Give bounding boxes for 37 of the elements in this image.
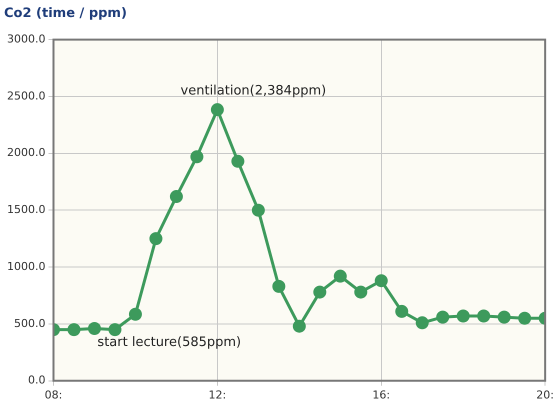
point bbox=[67, 323, 80, 336]
point bbox=[518, 312, 532, 325]
x-tick-label: 12: bbox=[208, 388, 226, 402]
annotation: ventilation(2,384ppm) bbox=[180, 84, 326, 99]
y-tick-label: 1500.0 bbox=[6, 203, 46, 216]
y-tick-label: 0.0 bbox=[28, 374, 46, 387]
x-tick-label: 20: bbox=[536, 388, 554, 402]
point bbox=[190, 150, 204, 164]
point bbox=[292, 320, 306, 333]
point bbox=[272, 280, 286, 293]
point bbox=[149, 232, 162, 246]
y-tick-label: 3000.0 bbox=[6, 32, 46, 46]
point bbox=[456, 309, 470, 322]
point bbox=[313, 286, 326, 299]
point bbox=[374, 274, 388, 288]
y-tick-label: 500.0 bbox=[14, 316, 46, 330]
point bbox=[354, 286, 368, 299]
x-tick-label: 16: bbox=[372, 388, 390, 402]
y-tick-label: 1000.0 bbox=[6, 260, 46, 273]
annotation: start lecture(585ppm) bbox=[97, 335, 242, 350]
point bbox=[210, 103, 224, 116]
point bbox=[334, 270, 347, 283]
y-tick-label: 2000.0 bbox=[6, 146, 46, 160]
point bbox=[170, 190, 183, 204]
point bbox=[88, 322, 101, 335]
chart-title: Co2 (time / ppm) bbox=[4, 6, 127, 22]
point bbox=[477, 309, 490, 322]
point bbox=[231, 154, 244, 168]
point bbox=[252, 204, 265, 217]
x-tick-label: 08: bbox=[44, 388, 62, 402]
point bbox=[416, 316, 429, 330]
point bbox=[108, 323, 122, 336]
y-tick-label: 2500.0 bbox=[6, 89, 46, 102]
point bbox=[128, 308, 142, 321]
point bbox=[395, 304, 408, 318]
point bbox=[498, 310, 511, 324]
point bbox=[436, 310, 450, 324]
